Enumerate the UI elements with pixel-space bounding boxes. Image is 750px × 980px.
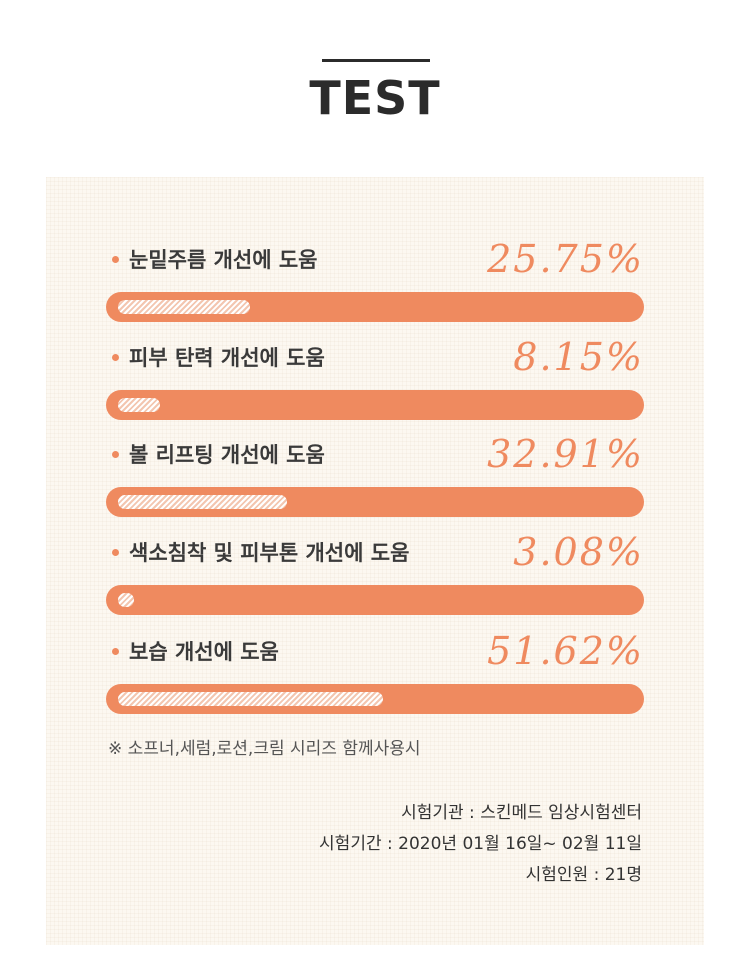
result-bar <box>106 585 644 615</box>
result-label: 피부 탄력 개선에 도움 <box>106 343 325 373</box>
result-bar-fill <box>118 593 134 607</box>
result-value: 3.08% <box>513 530 644 574</box>
bullet-dot-icon <box>112 353 119 361</box>
result-label: 볼 리프팅 개선에 도움 <box>106 440 325 470</box>
page-title: TEST <box>309 71 441 125</box>
usage-note: ※ 소프너,세럼,로션,크림 시리즈 함께사용시 <box>108 739 421 759</box>
result-label: 보습 개선에 도움 <box>106 637 279 667</box>
result-item: 보습 개선에 도움 51.62% <box>106 629 644 717</box>
result-item: 눈밑주름 개선에 도움 25.75% <box>106 237 644 325</box>
result-label-text: 색소침착 및 피부톤 개선에 도움 <box>129 541 410 565</box>
bullet-dot-icon <box>112 450 119 458</box>
bullet-dot-icon <box>112 647 119 655</box>
result-bar <box>106 292 644 322</box>
result-bar-fill <box>118 692 384 706</box>
result-bar <box>106 390 644 420</box>
result-label: 색소침착 및 피부톤 개선에 도움 <box>106 538 409 568</box>
result-value: 25.75% <box>487 237 644 281</box>
result-label-text: 볼 리프팅 개선에 도움 <box>129 443 325 467</box>
result-label-text: 눈밑주름 개선에 도움 <box>129 248 318 272</box>
bullet-dot-icon <box>112 548 119 556</box>
bullet-dot-icon <box>112 255 119 263</box>
test-institution: 시험기관 : 스킨메드 임상시험센터 <box>401 803 642 823</box>
title-rule <box>322 59 430 62</box>
result-value: 32.91% <box>487 432 644 476</box>
result-value: 8.15% <box>513 335 644 379</box>
result-bar-fill <box>118 398 160 412</box>
result-item: 볼 리프팅 개선에 도움 32.91% <box>106 432 644 520</box>
result-bar <box>106 684 644 714</box>
result-label-text: 피부 탄력 개선에 도움 <box>129 346 325 370</box>
result-bar <box>106 487 644 517</box>
result-bar-fill <box>118 300 251 314</box>
result-bar-fill <box>118 495 288 509</box>
test-period: 시험기간 : 2020년 01월 16일~ 02월 11일 <box>319 834 642 854</box>
result-label-text: 보습 개선에 도움 <box>129 640 279 664</box>
result-value: 51.62% <box>487 629 644 673</box>
result-item: 색소침착 및 피부톤 개선에 도움 3.08% <box>106 530 644 618</box>
result-item: 피부 탄력 개선에 도움 8.15% <box>106 335 644 423</box>
result-label: 눈밑주름 개선에 도움 <box>106 245 318 275</box>
test-subjects: 시험인원 : 21명 <box>525 865 642 885</box>
